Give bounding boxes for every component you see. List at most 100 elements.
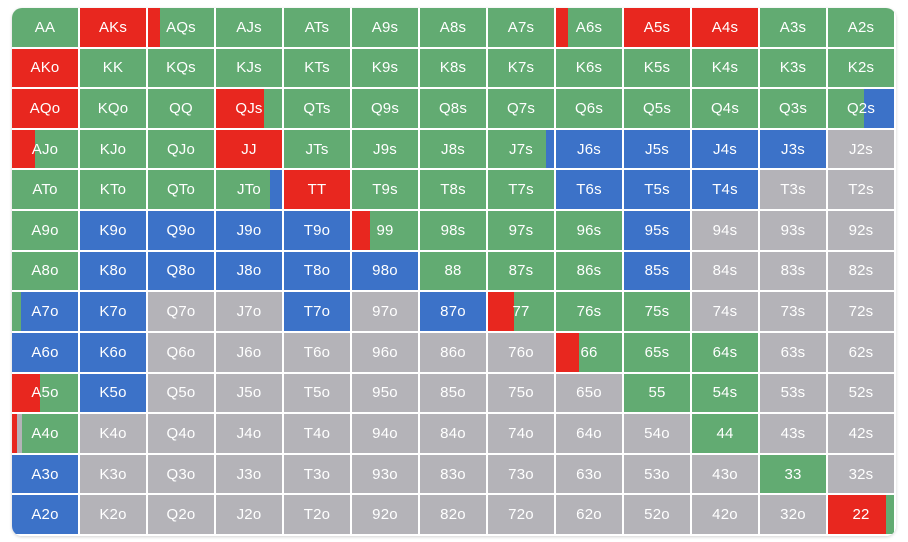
hand-cell-QJo[interactable]: QJo: [148, 129, 216, 171]
hand-cell-43s[interactable]: 43s: [760, 414, 828, 455]
hand-cell-93o[interactable]: 93o: [352, 454, 420, 496]
hand-cell-K9o[interactable]: K9o: [80, 211, 148, 252]
hand-cell-63o[interactable]: 63o: [556, 454, 624, 496]
hand-cell-62o[interactable]: 62o: [556, 495, 624, 536]
hand-cell-52o[interactable]: 52o: [624, 495, 692, 536]
hand-cell-82s[interactable]: 82s: [828, 251, 896, 293]
hand-cell-A6o[interactable]: A6o: [12, 332, 80, 374]
hand-cell-J7s[interactable]: J7s: [488, 129, 556, 171]
hand-cell-AJs[interactable]: AJs: [216, 8, 284, 49]
hand-cell-97s[interactable]: 97s: [488, 211, 556, 252]
hand-cell-Q9s[interactable]: Q9s: [352, 89, 420, 130]
hand-cell-J8s[interactable]: J8s: [420, 129, 488, 171]
hand-cell-KJs[interactable]: KJs: [216, 48, 284, 90]
hand-cell-KTo[interactable]: KTo: [80, 170, 148, 212]
hand-cell-AQo[interactable]: AQo: [12, 89, 80, 130]
hand-cell-Q9o[interactable]: Q9o: [148, 211, 216, 252]
hand-cell-54o[interactable]: 54o: [624, 414, 692, 455]
hand-cell-K3s[interactable]: K3s: [760, 48, 828, 90]
hand-cell-T4s[interactable]: T4s: [692, 170, 760, 212]
hand-cell-K4o[interactable]: K4o: [80, 414, 148, 455]
hand-cell-93s[interactable]: 93s: [760, 211, 828, 252]
hand-cell-64s[interactable]: 64s: [692, 332, 760, 374]
hand-cell-53o[interactable]: 53o: [624, 454, 692, 496]
hand-cell-KQo[interactable]: KQo: [80, 89, 148, 130]
hand-cell-96o[interactable]: 96o: [352, 332, 420, 374]
hand-cell-76o[interactable]: 76o: [488, 332, 556, 374]
hand-cell-K5s[interactable]: K5s: [624, 48, 692, 90]
hand-cell-T7s[interactable]: T7s: [488, 170, 556, 212]
hand-cell-74o[interactable]: 74o: [488, 414, 556, 455]
hand-cell-94o[interactable]: 94o: [352, 414, 420, 455]
hand-cell-QTs[interactable]: QTs: [284, 89, 352, 130]
hand-cell-33[interactable]: 33: [760, 454, 828, 496]
hand-cell-Q5s[interactable]: Q5s: [624, 89, 692, 130]
hand-cell-65o[interactable]: 65o: [556, 373, 624, 415]
hand-cell-88[interactable]: 88: [420, 251, 488, 293]
hand-cell-ATs[interactable]: ATs: [284, 8, 352, 49]
hand-cell-KTs[interactable]: KTs: [284, 48, 352, 90]
hand-cell-KJo[interactable]: KJo: [80, 129, 148, 171]
hand-cell-A6s[interactable]: A6s: [556, 8, 624, 49]
hand-cell-K4s[interactable]: K4s: [692, 48, 760, 90]
hand-cell-43o[interactable]: 43o: [692, 454, 760, 496]
hand-cell-84o[interactable]: 84o: [420, 414, 488, 455]
hand-cell-T5o[interactable]: T5o: [284, 373, 352, 415]
hand-cell-AJo[interactable]: AJo: [12, 129, 80, 171]
hand-cell-QQ[interactable]: QQ: [148, 89, 216, 130]
hand-cell-J2o[interactable]: J2o: [216, 495, 284, 536]
hand-cell-Q3s[interactable]: Q3s: [760, 89, 828, 130]
hand-cell-82o[interactable]: 82o: [420, 495, 488, 536]
hand-cell-66[interactable]: 66: [556, 332, 624, 374]
hand-cell-K6s[interactable]: K6s: [556, 48, 624, 90]
hand-cell-T5s[interactable]: T5s: [624, 170, 692, 212]
hand-cell-Q8s[interactable]: Q8s: [420, 89, 488, 130]
hand-cell-72o[interactable]: 72o: [488, 495, 556, 536]
hand-cell-TT[interactable]: TT: [284, 170, 352, 212]
hand-cell-94s[interactable]: 94s: [692, 211, 760, 252]
hand-cell-J3o[interactable]: J3o: [216, 454, 284, 496]
hand-cell-99[interactable]: 99: [352, 211, 420, 252]
hand-cell-73o[interactable]: 73o: [488, 454, 556, 496]
hand-cell-Q7o[interactable]: Q7o: [148, 292, 216, 333]
hand-cell-75s[interactable]: 75s: [624, 292, 692, 333]
hand-cell-A3o[interactable]: A3o: [12, 454, 80, 496]
hand-cell-86o[interactable]: 86o: [420, 332, 488, 374]
hand-cell-22[interactable]: 22: [828, 495, 896, 536]
hand-cell-K8o[interactable]: K8o: [80, 251, 148, 293]
hand-cell-A5o[interactable]: A5o: [12, 373, 80, 415]
hand-cell-T9o[interactable]: T9o: [284, 211, 352, 252]
hand-cell-K3o[interactable]: K3o: [80, 454, 148, 496]
hand-cell-T2s[interactable]: T2s: [828, 170, 896, 212]
hand-cell-J7o[interactable]: J7o: [216, 292, 284, 333]
hand-cell-J6o[interactable]: J6o: [216, 332, 284, 374]
hand-cell-A9s[interactable]: A9s: [352, 8, 420, 49]
hand-cell-85s[interactable]: 85s: [624, 251, 692, 293]
hand-cell-K9s[interactable]: K9s: [352, 48, 420, 90]
hand-cell-T8o[interactable]: T8o: [284, 251, 352, 293]
hand-cell-T3s[interactable]: T3s: [760, 170, 828, 212]
hand-cell-63s[interactable]: 63s: [760, 332, 828, 374]
hand-cell-86s[interactable]: 86s: [556, 251, 624, 293]
hand-cell-QTo[interactable]: QTo: [148, 170, 216, 212]
hand-cell-JTs[interactable]: JTs: [284, 129, 352, 171]
hand-cell-T6o[interactable]: T6o: [284, 332, 352, 374]
hand-cell-K5o[interactable]: K5o: [80, 373, 148, 415]
hand-cell-73s[interactable]: 73s: [760, 292, 828, 333]
hand-cell-98o[interactable]: 98o: [352, 251, 420, 293]
hand-cell-92o[interactable]: 92o: [352, 495, 420, 536]
hand-cell-A9o[interactable]: A9o: [12, 211, 80, 252]
hand-cell-92s[interactable]: 92s: [828, 211, 896, 252]
hand-cell-Q2s[interactable]: Q2s: [828, 89, 896, 130]
hand-cell-Q8o[interactable]: Q8o: [148, 251, 216, 293]
hand-cell-J8o[interactable]: J8o: [216, 251, 284, 293]
hand-cell-95o[interactable]: 95o: [352, 373, 420, 415]
hand-cell-A8o[interactable]: A8o: [12, 251, 80, 293]
hand-cell-AA[interactable]: AA: [12, 8, 80, 49]
hand-cell-K2s[interactable]: K2s: [828, 48, 896, 90]
hand-cell-J9s[interactable]: J9s: [352, 129, 420, 171]
hand-cell-A4o[interactable]: A4o: [12, 414, 80, 455]
hand-cell-77[interactable]: 77: [488, 292, 556, 333]
hand-cell-A3s[interactable]: A3s: [760, 8, 828, 49]
hand-cell-KK[interactable]: KK: [80, 48, 148, 90]
